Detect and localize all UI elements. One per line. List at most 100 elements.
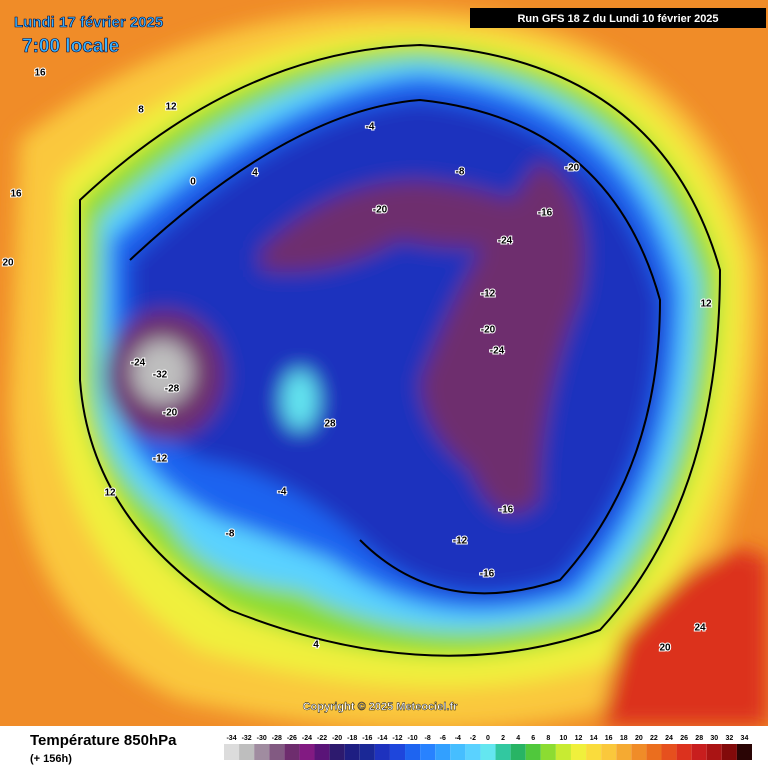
legend-value: 6 (531, 735, 535, 742)
legend-value: -26 (287, 735, 297, 742)
legend-value: 10 (560, 735, 568, 742)
contour-label: 8 (138, 105, 144, 116)
contour-label: -8 (456, 167, 465, 178)
contour-label: -20 (565, 163, 580, 174)
contour-label: -4 (278, 487, 287, 498)
legend-value: -16 (362, 735, 372, 742)
legend-swatch (254, 744, 270, 760)
run-box (470, 8, 766, 28)
contour-label: 0 (190, 177, 196, 188)
legend-value: -20 (332, 735, 342, 742)
footer-title: Température 850hPa (30, 732, 177, 749)
legend-value: 22 (650, 735, 658, 742)
legend-swatch (405, 744, 421, 760)
contour-label: 20 (659, 643, 671, 654)
footer-lead: (+ 156h) (30, 753, 72, 765)
legend-value: -8 (425, 735, 431, 742)
contour-label: -16 (538, 208, 553, 219)
contour-label: -4 (366, 122, 375, 133)
legend-value: 32 (725, 735, 733, 742)
contour-label: 12 (165, 102, 177, 113)
legend-swatch (525, 744, 541, 760)
legend-swatch (721, 744, 737, 760)
legend-value: 24 (665, 735, 673, 742)
contour-label: -16 (480, 569, 495, 580)
legend-value: 30 (710, 735, 718, 742)
contour-label: 4 (252, 168, 258, 179)
contour-label: 16 (10, 189, 22, 200)
copyright: Copyright © 2025 Meteociel.fr (303, 701, 459, 713)
legend-value: 12 (575, 735, 583, 742)
legend-value: -6 (440, 735, 446, 742)
contour-label: 28 (324, 419, 336, 430)
legend-swatch (570, 744, 587, 760)
contour-label: 16 (34, 68, 46, 79)
legend-value: 20 (635, 735, 643, 742)
contour-label: 12 (104, 488, 116, 499)
legend-value: -12 (392, 735, 402, 742)
legend-value: 26 (680, 735, 688, 742)
contour-label: -24 (498, 236, 513, 247)
contour-label: -28 (165, 384, 180, 395)
contour-label: 4 (313, 640, 319, 651)
legend-swatch (495, 744, 511, 760)
legend-swatch (691, 744, 707, 760)
contour-label: -8 (226, 529, 235, 540)
legend-value: -30 (257, 735, 267, 742)
legend-value: 18 (620, 735, 628, 742)
legend-swatch (706, 744, 722, 760)
legend-swatch (555, 744, 571, 760)
contour-label: -12 (453, 536, 468, 547)
legend: -34 -32 -30 -28 -26 -24 -22 -20 -18 -16 -14 -12 -10-… (224, 735, 752, 760)
legend-swatch (435, 744, 451, 760)
legend-swatch (269, 744, 285, 760)
legend-value: -24 (302, 735, 312, 742)
legend-value: -10 (408, 735, 418, 742)
legend-swatch (299, 744, 315, 760)
legend-swatch (601, 744, 617, 760)
legend-swatch (329, 744, 345, 760)
legend-value: -34 (226, 735, 236, 742)
contour-label: 12 (700, 299, 712, 310)
legend-swatch (450, 744, 466, 760)
contour-label: 20 (2, 258, 14, 269)
legend-swatch (374, 744, 390, 760)
legend-swatch (616, 744, 632, 760)
legend-swatch (344, 744, 360, 760)
legend-swatch (359, 744, 375, 760)
legend-value: 28 (695, 735, 703, 742)
legend-value: 4 (516, 735, 520, 742)
legend-swatch (239, 744, 255, 760)
contour-label: -24 (131, 358, 146, 369)
map (0, 0, 768, 731)
date-label: Lundi 17 février 2025 (14, 14, 163, 31)
legend-value: -28 (272, 735, 282, 742)
legend-swatch (540, 744, 556, 760)
legend-swatch (661, 744, 677, 760)
legend-value: -2 (470, 735, 476, 742)
contour-label: -16 (499, 505, 514, 516)
contour-label: -32 (153, 370, 168, 381)
legend-swatch (314, 744, 330, 760)
legend-value: 34 (741, 735, 749, 742)
legend-value: 16 (605, 735, 613, 742)
legend-value: -32 (242, 735, 252, 742)
legend-swatch (646, 744, 662, 760)
contour-label: -24 (490, 346, 505, 357)
run-label: Run GFS 18 Z du Lundi 10 février 2025 (517, 13, 718, 25)
legend-swatch (510, 744, 526, 760)
contour-label: -20 (481, 325, 496, 336)
legend-swatch (676, 744, 692, 760)
legend-value: -18 (347, 735, 357, 742)
legend-value: -22 (317, 735, 327, 742)
legend-swatch (284, 744, 300, 760)
contour-label: -20 (163, 408, 178, 419)
contour-label: -12 (481, 289, 496, 300)
legend-swatch (631, 744, 647, 760)
legend-value: 8 (546, 735, 550, 742)
legend-swatch (224, 744, 240, 760)
contour-label: -20 (373, 205, 388, 216)
legend-value: 0 (486, 735, 490, 742)
legend-swatch (586, 744, 602, 760)
